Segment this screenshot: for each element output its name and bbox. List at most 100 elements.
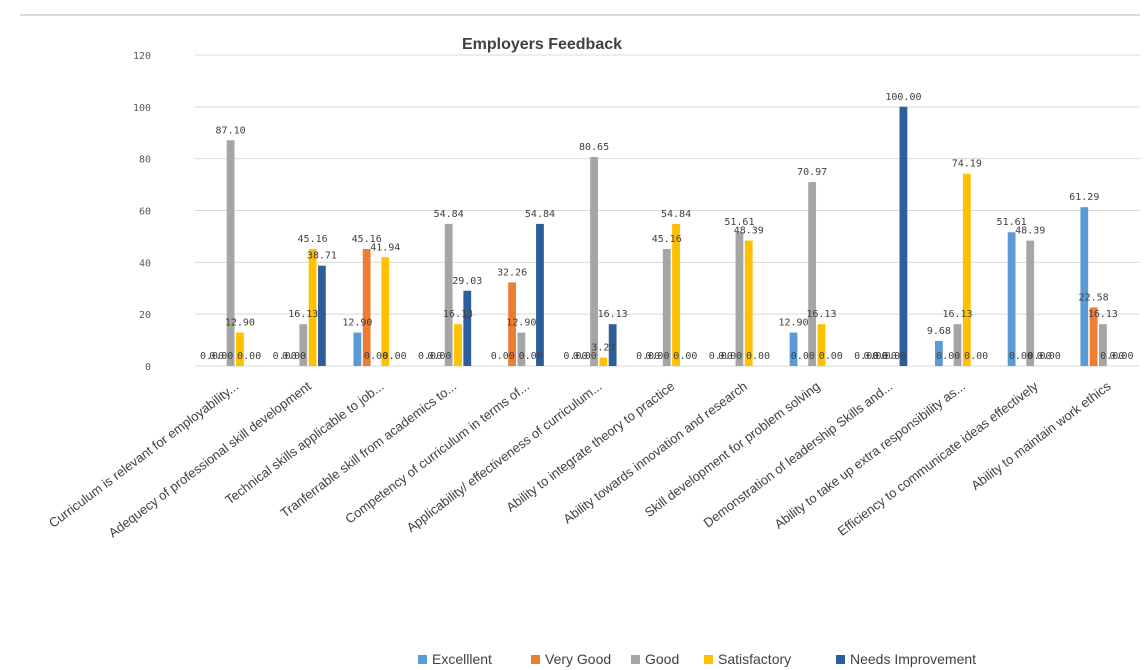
data-label: 0.00 (709, 351, 733, 362)
bar-5-6 (608, 324, 617, 366)
data-label: 0.00 (746, 351, 770, 362)
bar-4-4 (454, 324, 462, 366)
data-label: 51.61 (724, 217, 754, 228)
y-tick-label: 40 (139, 258, 151, 269)
data-label: 29.03 (452, 276, 482, 287)
data-label: 0.00 (383, 351, 407, 362)
y-tick-label: 0 (145, 362, 151, 373)
data-label: 0.00 (791, 351, 815, 362)
data-label: 61.29 (1069, 192, 1099, 203)
bar-2-3 (362, 248, 371, 366)
data-label: 3.23 (591, 343, 615, 354)
bar-1-9 (789, 332, 798, 366)
data-label: 12.90 (506, 318, 536, 329)
data-label: 0.00 (427, 351, 451, 362)
bar-3-5 (517, 332, 526, 366)
data-label: 22.58 (1079, 292, 1109, 303)
bar-4-8 (744, 240, 753, 366)
data-label: 16.13 (443, 309, 473, 320)
bar-5-10 (899, 106, 908, 366)
data-label: 0.00 (673, 351, 697, 362)
top-border-line (20, 14, 1140, 16)
data-label: 12.90 (225, 318, 255, 329)
data-label: 0.00 (936, 351, 960, 362)
bar-1-13 (1080, 207, 1089, 366)
bars (226, 106, 1107, 366)
legend-swatch (531, 655, 540, 664)
gridlines (195, 54, 1140, 367)
bar-3-4 (444, 223, 453, 366)
bar-3-6 (590, 156, 598, 366)
data-label: 0.00 (519, 351, 543, 362)
data-label: 32.26 (497, 267, 527, 278)
data-label: 0.00 (273, 351, 297, 362)
data-label: 45.16 (352, 234, 382, 245)
chart-title: Employers Feedback (462, 36, 622, 53)
data-label: 0.00 (718, 351, 742, 362)
data-label: 48.39 (1015, 226, 1045, 237)
data-label: 45.16 (652, 234, 682, 245)
legend-swatch (418, 655, 427, 664)
y-tick-label: 20 (139, 310, 151, 321)
data-label: 0.00 (282, 351, 306, 362)
bar-3-8 (735, 232, 744, 366)
legend-label: Excelllent (432, 651, 492, 667)
legend-label: Needs Improvement (850, 651, 976, 667)
data-label: 100.00 (885, 92, 921, 103)
bar-4-6 (599, 357, 608, 366)
data-label: 0.00 (819, 351, 843, 362)
data-label: 0.00 (1027, 351, 1051, 362)
data-label: 80.65 (579, 142, 609, 153)
x-axis-labels: Curriculum is relevant for employability… (46, 378, 1114, 540)
data-label: 0.00 (563, 351, 587, 362)
bar-4-11 (962, 173, 971, 366)
bar-3-13 (1099, 324, 1107, 366)
bar-4-7 (672, 223, 680, 366)
data-label: 0.00 (491, 351, 515, 362)
data-label: 0.00 (209, 351, 233, 362)
bar-3-11 (953, 324, 962, 366)
data-label: 54.84 (525, 209, 555, 220)
data-label: 0.00 (1037, 351, 1061, 362)
data-label: 0.00 (1100, 351, 1124, 362)
bar-3-9 (808, 182, 817, 366)
data-label: 16.13 (598, 309, 628, 320)
data-label: 0.00 (1109, 351, 1133, 362)
data-label: 54.84 (661, 209, 691, 220)
data-label: 0.00 (237, 351, 261, 362)
bar-3-2 (299, 324, 308, 366)
data-label: 16.13 (942, 309, 972, 320)
bar-1-3 (353, 332, 362, 366)
bar-4-9 (817, 324, 826, 366)
data-label: 12.90 (342, 318, 372, 329)
data-label: 38.71 (307, 251, 337, 262)
bar-4-2 (308, 248, 317, 366)
y-axis-ticks: 0 20 40 60 80 100 120 (133, 51, 151, 373)
bar-3-1 (226, 140, 235, 366)
data-label: 16.13 (806, 309, 836, 320)
data-label: 0.00 (418, 351, 442, 362)
data-label: 16.13 (1088, 309, 1118, 320)
data-label: 48.39 (734, 226, 764, 237)
y-tick-label: 60 (139, 207, 151, 218)
data-label: 0.00 (854, 351, 878, 362)
data-label: 0.00 (863, 351, 887, 362)
legend-swatch (704, 655, 713, 664)
legend-swatch (836, 655, 845, 664)
legend: Excelllent Very Good Good Satisfactory Needs… (418, 651, 976, 667)
bar-4-1 (235, 332, 244, 366)
data-label: 45.16 (298, 234, 328, 245)
bar-5-2 (317, 265, 326, 366)
data-label: 87.10 (216, 125, 246, 136)
data-label: 70.97 (797, 167, 827, 178)
data-label: 0.00 (873, 351, 897, 362)
data-label: 0.00 (200, 351, 224, 362)
bar-5-5 (536, 223, 544, 366)
data-label: 0.00 (964, 351, 988, 362)
data-label: 12.90 (778, 318, 808, 329)
data-label: 74.19 (952, 159, 982, 170)
data-label: 0.00 (1009, 351, 1033, 362)
legend-label: Satisfactory (718, 651, 791, 667)
